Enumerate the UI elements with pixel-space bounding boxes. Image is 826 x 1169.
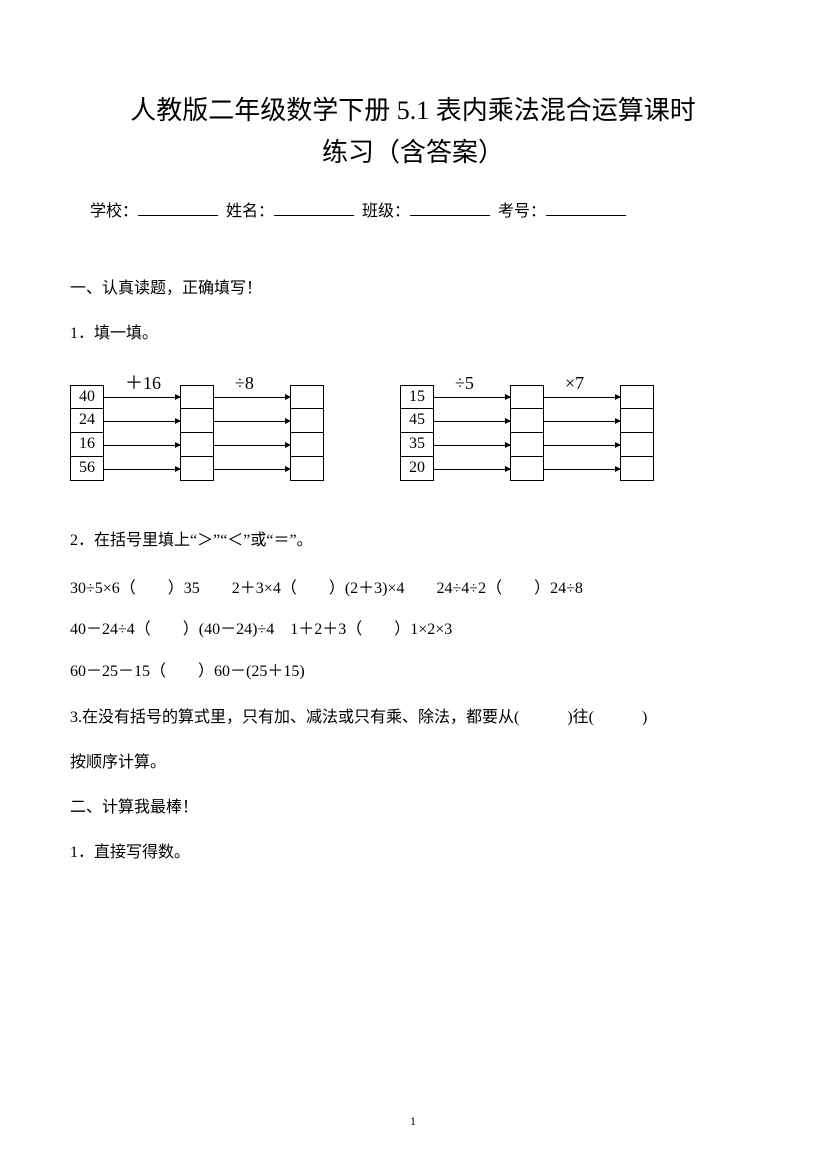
q1-label: 1．填一填。 bbox=[70, 316, 756, 353]
flow-diagram-left: ＋16 ÷8 40 24 16 56 bbox=[70, 373, 340, 493]
page-number: 1 bbox=[0, 1114, 826, 1129]
answer-box[interactable] bbox=[620, 457, 654, 481]
worksheet-title: 人教版二年级数学下册 5.1 表内乘法混合运算课时 练习（含答案） bbox=[70, 90, 756, 173]
answer-box[interactable] bbox=[180, 385, 214, 409]
flow-diagram-right: ÷5 ×7 15 45 35 20 bbox=[400, 373, 670, 493]
student-info-line: 学校： 姓名： 班级： 考号： bbox=[90, 197, 756, 221]
input-box: 40 bbox=[70, 385, 104, 409]
answer-box[interactable] bbox=[180, 457, 214, 481]
answer-box[interactable] bbox=[620, 385, 654, 409]
input-column-left: 40 24 16 56 bbox=[70, 385, 104, 481]
label-school: 学校： bbox=[90, 203, 138, 220]
title-line-2: 练习（含答案） bbox=[322, 138, 504, 167]
blank-class[interactable] bbox=[410, 200, 490, 216]
input-box: 45 bbox=[400, 409, 434, 433]
blank-school[interactable] bbox=[138, 200, 218, 216]
answer-box[interactable] bbox=[290, 457, 324, 481]
answer-box[interactable] bbox=[510, 457, 544, 481]
op-label-mul7: ×7 bbox=[565, 363, 584, 404]
q3-line-a: 3.在没有括号的算式里，只有加、减法或只有乘、除法，都要从( )往( ) bbox=[70, 700, 756, 737]
answer-box[interactable] bbox=[290, 409, 324, 433]
mid-column-right bbox=[510, 385, 544, 481]
input-box: 24 bbox=[70, 409, 104, 433]
answer-box[interactable] bbox=[620, 409, 654, 433]
answer-box[interactable] bbox=[510, 433, 544, 457]
answer-box[interactable] bbox=[620, 433, 654, 457]
q2-row: 40－24÷4（ ）(40－24)÷4 1＋2＋3（ ）1×2×3 bbox=[70, 609, 756, 651]
mid-column-left bbox=[180, 385, 214, 481]
title-line-1: 人教版二年级数学下册 5.1 表内乘法混合运算课时 bbox=[130, 96, 696, 125]
output-column-left bbox=[290, 385, 324, 481]
label-examno: 考号： bbox=[498, 203, 546, 220]
answer-box[interactable] bbox=[510, 385, 544, 409]
input-box: 35 bbox=[400, 433, 434, 457]
op-label-add16: ＋16 bbox=[125, 363, 161, 404]
label-name: 姓名： bbox=[226, 203, 274, 220]
q1-diagrams: ＋16 ÷8 40 24 16 56 bbox=[70, 373, 756, 493]
section-2-heading: 二、计算我最棒！ bbox=[70, 790, 756, 827]
op-label-div5: ÷5 bbox=[455, 363, 474, 404]
answer-box[interactable] bbox=[290, 385, 324, 409]
input-box: 15 bbox=[400, 385, 434, 409]
input-box: 56 bbox=[70, 457, 104, 481]
q2-row: 60－25－15（ ）60－(25＋15) bbox=[70, 651, 756, 693]
input-box: 16 bbox=[70, 433, 104, 457]
answer-box[interactable] bbox=[290, 433, 324, 457]
answer-box[interactable] bbox=[180, 409, 214, 433]
q3-line-b: 按顺序计算。 bbox=[70, 745, 756, 782]
section-1-heading: 一、认真读题，正确填写！ bbox=[70, 271, 756, 308]
label-class: 班级： bbox=[362, 203, 410, 220]
blank-examno[interactable] bbox=[546, 200, 626, 216]
answer-box[interactable] bbox=[180, 433, 214, 457]
input-box: 20 bbox=[400, 457, 434, 481]
answer-box[interactable] bbox=[510, 409, 544, 433]
op-label-div8: ÷8 bbox=[235, 363, 254, 404]
section-1: 一、认真读题，正确填写！ 1．填一填。 ＋16 ÷8 40 24 16 56 bbox=[70, 271, 756, 871]
q2-row: 30÷5×6（ ）35 2＋3×4（ ）(2＋3)×4 24÷4÷2（ ）24÷… bbox=[70, 568, 756, 610]
input-column-right: 15 45 35 20 bbox=[400, 385, 434, 481]
s2-q1-label: 1．直接写得数。 bbox=[70, 835, 756, 872]
q2-label: 2．在括号里填上“＞”“＜”或“＝”。 bbox=[70, 523, 756, 560]
blank-name[interactable] bbox=[274, 200, 354, 216]
output-column-right bbox=[620, 385, 654, 481]
